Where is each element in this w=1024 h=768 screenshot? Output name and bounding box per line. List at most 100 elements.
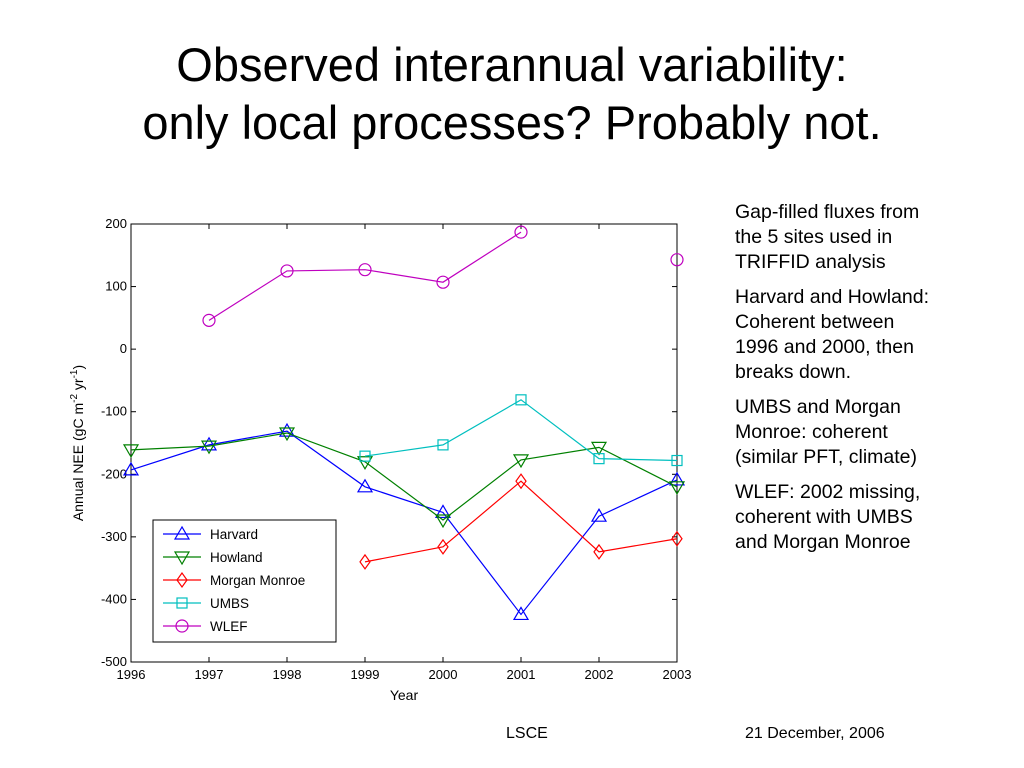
- data-point-howland: [200, 440, 218, 455]
- x-tick-label: 2003: [663, 667, 692, 682]
- data-point-harvard: [356, 478, 374, 493]
- data-point-harvard: [200, 436, 218, 451]
- data-point-morgan-monroe: [593, 543, 605, 560]
- data-point-harvard: [590, 508, 608, 522]
- data-point-wlef: [202, 313, 216, 327]
- data-point-harvard: [668, 471, 686, 486]
- y-axis-label: Annual NEE (gC m-2 yr-1): [69, 365, 86, 521]
- y-tick-label: -400: [101, 591, 127, 606]
- series-harvard: [122, 422, 686, 621]
- title-line-1: Observed interannual variability:: [176, 38, 848, 91]
- data-point-morgan-monroe: [515, 473, 527, 490]
- legend-marker-howland: [173, 551, 191, 566]
- data-point-umbs: [671, 454, 683, 467]
- data-point-harvard: [512, 606, 530, 621]
- data-point-harvard: [278, 422, 296, 437]
- note-line: Coherent between: [735, 311, 895, 333]
- series-umbs: [359, 394, 683, 467]
- legend: Harvard Howland Morgan Monroe UMBS WLEF: [152, 519, 337, 643]
- data-point-harvard: [122, 461, 140, 476]
- y-tick-label: -100: [101, 404, 127, 419]
- y-axis-label-part: ): [70, 365, 86, 370]
- note-line: WLEF: 2002 missing,: [735, 481, 921, 503]
- footer-organization: LSCE: [506, 725, 548, 742]
- series-line-umbs: [364, 399, 678, 462]
- note-line: the 5 sites used in: [735, 226, 893, 248]
- note-line: Monroe: coherent: [735, 421, 888, 443]
- series-wlef: [202, 225, 684, 327]
- y-tick-label: -300: [101, 529, 127, 544]
- y-tick-label: 0: [120, 341, 127, 356]
- data-point-howland: [512, 454, 530, 469]
- data-point-wlef: [514, 225, 528, 239]
- note-line: TRIFFID analysis: [735, 251, 886, 273]
- legend-label-morgan-monroe: Morgan Monroe: [210, 573, 305, 588]
- data-point-howland: [668, 481, 686, 495]
- data-point-wlef: [436, 275, 450, 289]
- plot-frame: [130, 223, 678, 663]
- note-line: Gap-filled fluxes from: [735, 201, 920, 223]
- legend-label-harvard: Harvard: [210, 527, 258, 542]
- x-tick-label: 1999: [351, 667, 380, 682]
- note-line: coherent with UMBS: [735, 506, 913, 528]
- x-tick-label: 1997: [195, 667, 224, 682]
- y-tick-label: -200: [101, 466, 127, 481]
- note-line: 1996 and 2000, then: [735, 336, 914, 358]
- data-point-wlef: [358, 263, 372, 277]
- x-axis-label: Year: [390, 687, 419, 703]
- y-axis-label-part: Annual NEE (gC m: [70, 403, 86, 521]
- data-point-umbs: [515, 394, 527, 406]
- legend-marker-umbs: [176, 597, 188, 609]
- x-tick-label: 1996: [117, 667, 146, 682]
- note-line: breaks down.: [735, 361, 851, 383]
- data-point-morgan-monroe: [671, 530, 683, 547]
- note-line: and Morgan Monroe: [735, 531, 911, 553]
- notes-panel: Gap-filled fluxes from the 5 sites used …: [735, 200, 1005, 565]
- note-line: (similar PFT, climate): [735, 446, 918, 468]
- series-howland: [122, 427, 686, 529]
- data-point-howland: [122, 444, 140, 459]
- x-tick-label: 1998: [273, 667, 302, 682]
- data-point-morgan-monroe: [437, 538, 449, 555]
- legend-marker-harvard: [173, 525, 191, 540]
- series-line-wlef: [208, 231, 522, 321]
- data-point-umbs: [437, 439, 449, 451]
- note-harvard-howland: Harvard and Howland: Coherent between 19…: [735, 285, 1005, 385]
- legend-label-howland: Howland: [210, 550, 263, 565]
- x-tick-label: 2000: [429, 667, 458, 682]
- slide-title: Observed interannual variability: only l…: [0, 36, 1024, 152]
- y-tick-label: 200: [105, 216, 127, 231]
- footer-date: 21 December, 2006: [745, 725, 885, 742]
- title-line-2: only local processes? Probably not.: [142, 96, 882, 149]
- data-point-howland: [356, 456, 374, 470]
- note-umbs-morgan: UMBS and Morgan Monroe: coherent (simila…: [735, 395, 1005, 470]
- data-point-howland: [590, 441, 608, 456]
- note-line: UMBS and Morgan: [735, 396, 901, 418]
- data-point-harvard: [434, 504, 452, 519]
- data-point-wlef: [670, 253, 684, 267]
- data-point-wlef: [280, 264, 294, 278]
- series-line-morgan-monroe: [364, 480, 678, 563]
- data-point-umbs: [359, 450, 371, 462]
- note-gap-filled: Gap-filled fluxes from the 5 sites used …: [735, 200, 1005, 275]
- data-point-morgan-monroe: [359, 553, 371, 570]
- note-line: Harvard and Howland:: [735, 286, 930, 308]
- legend-marker-morgan-monroe: [176, 571, 188, 589]
- legend-label-umbs: UMBS: [210, 596, 249, 611]
- legend-marker-wlef: [175, 619, 189, 633]
- series-morgan-monroe: [359, 473, 683, 570]
- series-line-harvard: [130, 430, 678, 616]
- y-tick-label: -500: [101, 654, 127, 669]
- y-axis-label-superscript: -2: [69, 394, 80, 403]
- y-tick-label: 100: [105, 279, 127, 294]
- x-tick-label: 2001: [507, 667, 536, 682]
- y-axis-label-part: yr: [70, 378, 86, 394]
- data-point-howland: [434, 514, 452, 529]
- note-wlef: WLEF: 2002 missing, coherent with UMBS a…: [735, 480, 1005, 555]
- data-point-umbs: [593, 453, 605, 465]
- data-point-howland: [278, 427, 296, 442]
- y-axis-label-superscript: -1: [69, 369, 80, 378]
- legend-box: [152, 519, 337, 643]
- legend-label-wlef: WLEF: [210, 619, 248, 634]
